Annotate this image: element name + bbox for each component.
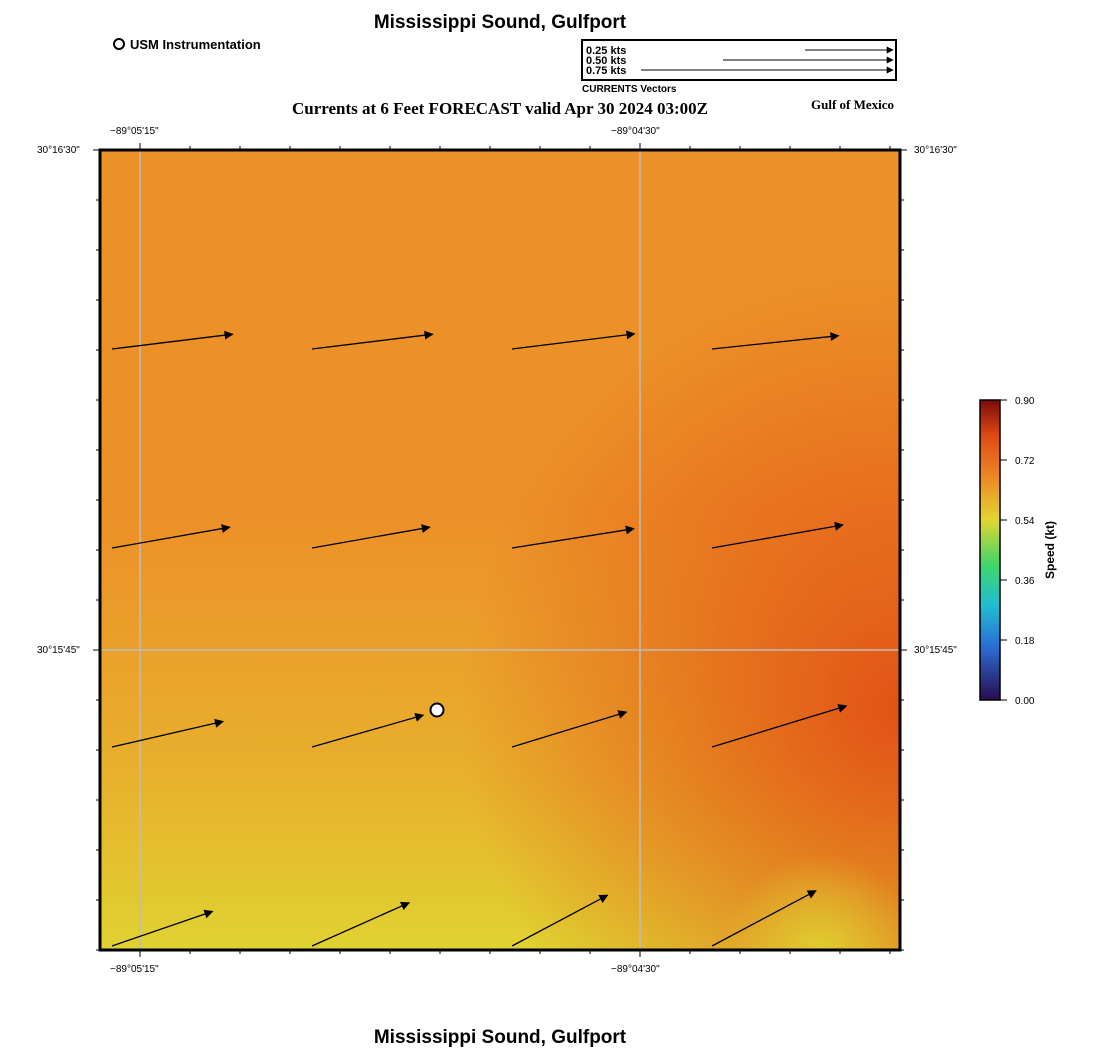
current-vector-arrow (111, 718, 224, 748)
colorbar-tick-label: 0.54 (1015, 516, 1035, 527)
colorbar-tick-label: 0.90 (1015, 396, 1035, 407)
colorbar-tick-label: 0.00 (1015, 696, 1035, 707)
current-vector-arrow (311, 713, 425, 748)
right-tick-label-1: 30°16'30" (914, 145, 957, 156)
colorbar-tick-label: 0.36 (1015, 576, 1035, 587)
current-vector-arrow (111, 909, 214, 947)
right-tick-label-2: 30°15'45" (914, 645, 957, 656)
colorbar: 0.90 0.72 0.54 0.36 0.18 0.00 (979, 396, 1035, 707)
scale-label-025: 0.25 kts (586, 45, 627, 57)
left-tick-label-1: 30°16'30" (37, 145, 80, 156)
vector-scale-caption: CURRENTS Vectors (582, 84, 677, 95)
station-marker-icon (113, 38, 125, 50)
speed-field-corner (100, 150, 900, 950)
top-tick-label-2: −89°04'30" (611, 126, 660, 137)
current-vector-arrow (311, 330, 434, 350)
current-vectors (111, 330, 848, 947)
current-vector-arrow (311, 524, 431, 549)
current-vector-arrow (511, 525, 635, 549)
colorbar-label: Speed (kt) (1043, 520, 1057, 580)
current-vector-arrow (511, 330, 636, 350)
current-vector-arrow (711, 703, 848, 748)
bottom-tick-label-1: −89°05'15" (110, 964, 159, 975)
region-label: Gulf of Mexico (811, 97, 895, 112)
left-tick-label-2: 30°15'45" (37, 645, 80, 656)
colorbar-ramp (979, 399, 1001, 701)
frame-ticks (93, 143, 907, 957)
colorbar-tick-label: 0.18 (1015, 636, 1035, 647)
scale-arrows (641, 46, 894, 74)
current-vector-arrow (511, 894, 609, 947)
current-vector-arrow (711, 521, 844, 549)
station-legend-label: USM Instrumentation (130, 37, 261, 52)
colorbar-ticks: 0.90 0.72 0.54 0.36 0.18 0.00 (1000, 396, 1035, 707)
top-tick-label-1: −89°05'15" (110, 126, 159, 137)
current-vector-arrow (711, 890, 817, 947)
usm-station-icon (429, 702, 445, 718)
current-vector-arrow (111, 524, 231, 549)
map-subtitle: Currents at 6 Feet FORECAST valid Apr 30… (291, 99, 709, 118)
scale-label-075: 0.75 kts (586, 65, 627, 77)
scale-label-050: 0.50 kts (586, 55, 627, 67)
vector-scale-box: 0.25 kts 0.50 kts 0.75 kts (581, 39, 897, 81)
colorbar-tick-label: 0.72 (1015, 456, 1035, 467)
current-vector-arrow (311, 901, 411, 947)
graticule (100, 150, 900, 950)
current-vector-arrow (711, 332, 840, 350)
bottom-tick-label-2: −89°04'30" (611, 964, 660, 975)
current-vector-arrow (111, 330, 234, 350)
footer-title: Mississippi Sound, Gulfport (373, 1027, 627, 1048)
map-title: Mississippi Sound, Gulfport (373, 12, 627, 33)
current-vector-arrow (511, 710, 628, 748)
